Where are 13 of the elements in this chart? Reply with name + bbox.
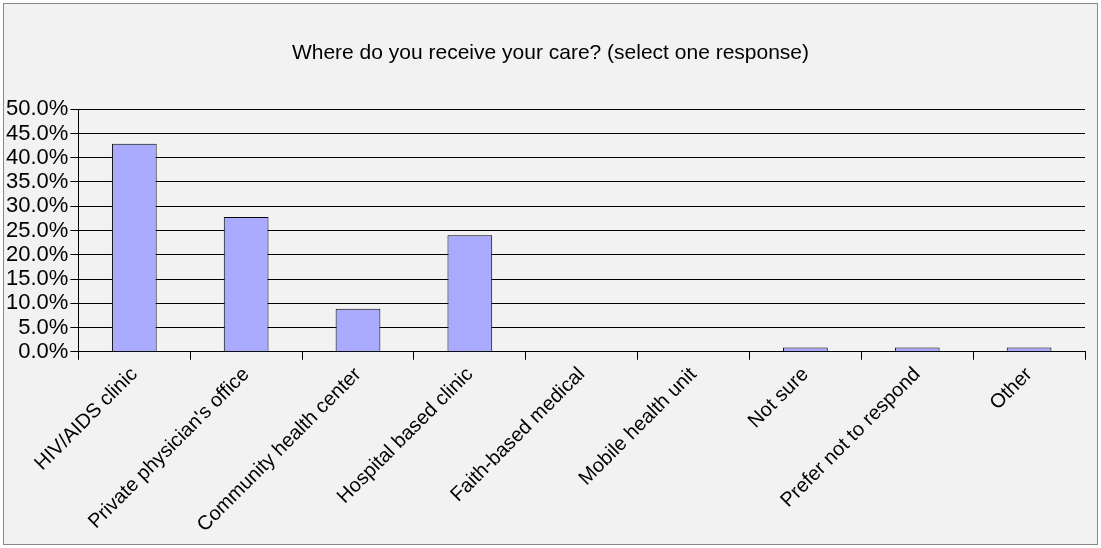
y-tick-label: 5.0% — [18, 313, 69, 339]
y-tick-label: 50.0% — [5, 95, 69, 121]
y-tick-label: 10.0% — [5, 289, 69, 315]
y-tick-label: 25.0% — [5, 216, 69, 242]
x-tick-label: Not sure — [743, 362, 813, 432]
chart-title: Where do you receive your care? (select one response) — [290, 40, 811, 64]
y-tick-label: 30.0% — [5, 192, 69, 218]
y-tick-label: 35.0% — [5, 168, 69, 194]
y-tick-label: 45.0% — [5, 119, 69, 145]
y-tick-label: 0.0% — [18, 337, 69, 363]
y-tick-label: 15.0% — [5, 265, 69, 291]
y-tick-label: 40.0% — [5, 143, 69, 169]
y-tick-label: 20.0% — [5, 240, 69, 266]
